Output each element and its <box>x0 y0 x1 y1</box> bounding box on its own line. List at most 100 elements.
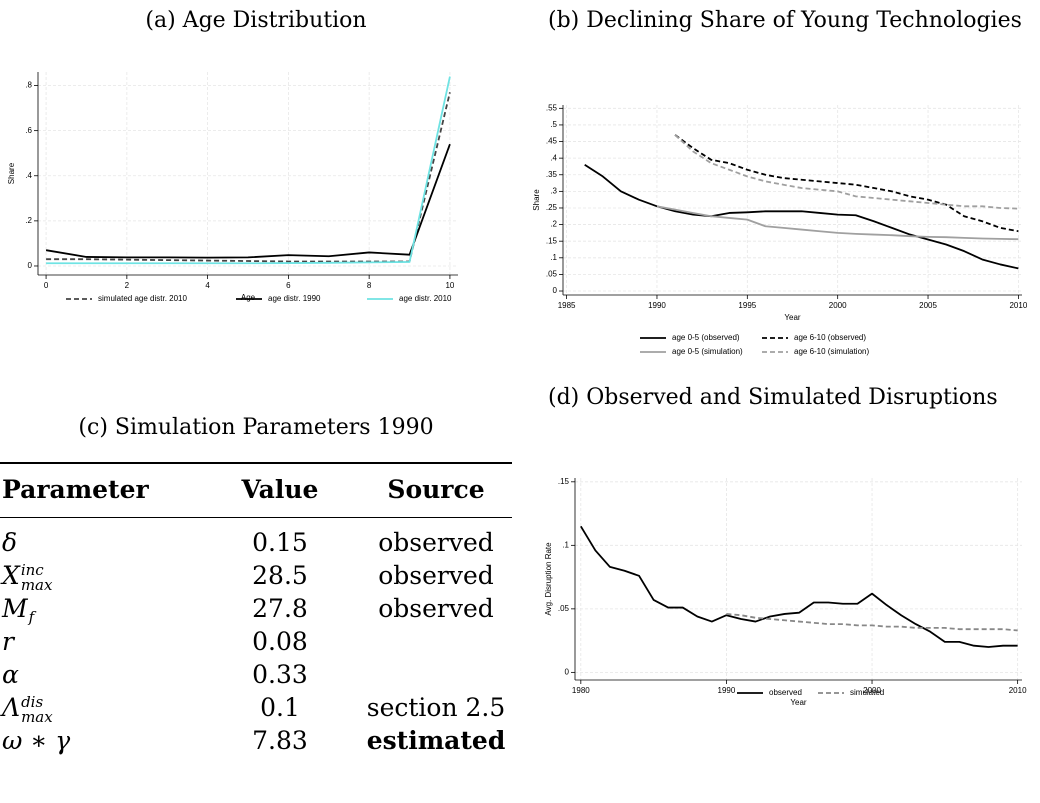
chart-title: (b) Declining Share of Young Technologie… <box>548 8 1022 33</box>
y-tick-label: .1 <box>550 253 557 262</box>
y-axis-label: Share <box>532 189 541 211</box>
x-tick-label: 2 <box>125 281 130 290</box>
header-cell: Value <box>241 475 319 504</box>
x-tick-label: 1995 <box>738 301 756 310</box>
param-scripts: dis max <box>21 692 53 726</box>
x-axis-label: Year <box>790 698 807 707</box>
x-tick-label: 2005 <box>919 301 937 310</box>
series-line <box>580 525 1018 648</box>
table-row: δ 0.15 observed <box>0 528 512 561</box>
param-sup: dis <box>21 692 44 711</box>
x-axis-label: Year <box>784 313 801 322</box>
chart-title: (d) Observed and Simulated Disruptions <box>548 385 998 410</box>
param-scripts: f <box>29 610 35 625</box>
x-tick-label: 0 <box>44 281 49 290</box>
y-tick-label: .2 <box>550 220 557 229</box>
value-cell: 7.83 <box>252 726 308 755</box>
value-cell: 27.8 <box>252 594 308 623</box>
legend-label: age 6-10 (simulation) <box>794 347 869 356</box>
param-cell: δ <box>2 528 17 557</box>
legend-label: age 0-5 (simulation) <box>672 347 743 356</box>
series-line <box>726 613 1018 632</box>
param-symbol: ω ∗ γ <box>2 726 71 755</box>
y-tick-label: .4 <box>25 171 32 180</box>
y-tick-label: .8 <box>25 81 32 90</box>
param-scripts: inc max <box>20 560 53 594</box>
series-line <box>46 76 451 265</box>
x-tick-label: 1990 <box>718 686 736 695</box>
y-tick-label: .05 <box>546 270 558 279</box>
y-tick-label: 0 <box>28 261 33 270</box>
y-tick-label: .4 <box>550 153 557 162</box>
table-rule <box>0 517 512 518</box>
x-tick-label: 10 <box>445 281 454 290</box>
table-row: α 0.33 <box>0 660 512 693</box>
value-cell: 0.1 <box>260 693 300 722</box>
header-cell: Parameter <box>2 475 149 504</box>
param-cell: α <box>2 660 19 689</box>
y-tick-label: 0 <box>553 286 558 295</box>
param-sup: inc <box>20 560 44 579</box>
param-symbol: δ <box>2 528 18 557</box>
table-row: ω ∗ γ 7.83 estimated <box>0 726 512 759</box>
x-tick-label: 1990 <box>648 301 666 310</box>
x-tick-label: 2010 <box>1009 686 1027 695</box>
x-tick-label: 1985 <box>558 301 576 310</box>
legend-label: age 0-5 (observed) <box>672 333 740 342</box>
y-axis-label: Avg. Disruption Rate <box>544 542 553 616</box>
param-symbol: X <box>2 561 20 590</box>
x-axis-label: Age <box>241 293 256 302</box>
series-line <box>46 92 451 263</box>
param-cell: r <box>2 627 14 656</box>
legend-label: age distr. 1990 <box>268 294 321 303</box>
param-symbol: Λ <box>2 693 21 722</box>
x-tick-label: 2010 <box>1009 301 1027 310</box>
y-tick-label: .45 <box>546 137 558 146</box>
series-line <box>674 134 1019 233</box>
legend-label: simulated <box>850 688 884 697</box>
y-tick-label: .1 <box>562 540 569 549</box>
param-symbol: r <box>2 627 14 656</box>
table-rule <box>0 462 512 464</box>
param-symbol: α <box>2 660 19 689</box>
x-tick-label: 8 <box>367 281 372 290</box>
y-tick-label: .15 <box>546 236 558 245</box>
header-cell: Source <box>387 475 485 504</box>
y-tick-label: .3 <box>550 186 557 195</box>
table-row: r 0.08 <box>0 627 512 660</box>
source-cell: observed <box>378 561 494 590</box>
y-tick-label: .2 <box>25 216 32 225</box>
param-sub: f <box>28 608 35 626</box>
legend-label: observed <box>769 688 802 697</box>
value-cell: 0.33 <box>252 660 308 689</box>
source-cell: observed <box>378 594 494 623</box>
x-tick-label: 1980 <box>572 686 590 695</box>
value-cell: 0.08 <box>252 627 308 656</box>
legend-label: age distr. 2010 <box>399 294 452 303</box>
y-tick-label: .35 <box>546 170 558 179</box>
x-tick-label: 6 <box>286 281 291 290</box>
source-cell: section 2.5 <box>366 693 506 722</box>
y-tick-label: .05 <box>558 604 570 613</box>
y-tick-label: .15 <box>558 477 570 486</box>
y-tick-label: .55 <box>546 103 558 112</box>
y-tick-label: .5 <box>550 120 557 129</box>
x-tick-label: 2000 <box>829 301 847 310</box>
series-line <box>656 205 1019 241</box>
chart-title: (a) Age Distribution <box>145 8 367 33</box>
table-header: Parameter Value Source <box>0 475 512 508</box>
param-sub: max <box>20 575 53 594</box>
param-symbol: M <box>2 594 28 623</box>
source-cell: observed <box>378 528 494 557</box>
series-line <box>45 143 451 259</box>
x-tick-label: 2000 <box>863 686 881 695</box>
param-cell: ω ∗ γ <box>2 726 70 755</box>
table-caption: (c) Simulation Parameters 1990 <box>78 415 434 440</box>
param-sub: max <box>21 707 53 726</box>
